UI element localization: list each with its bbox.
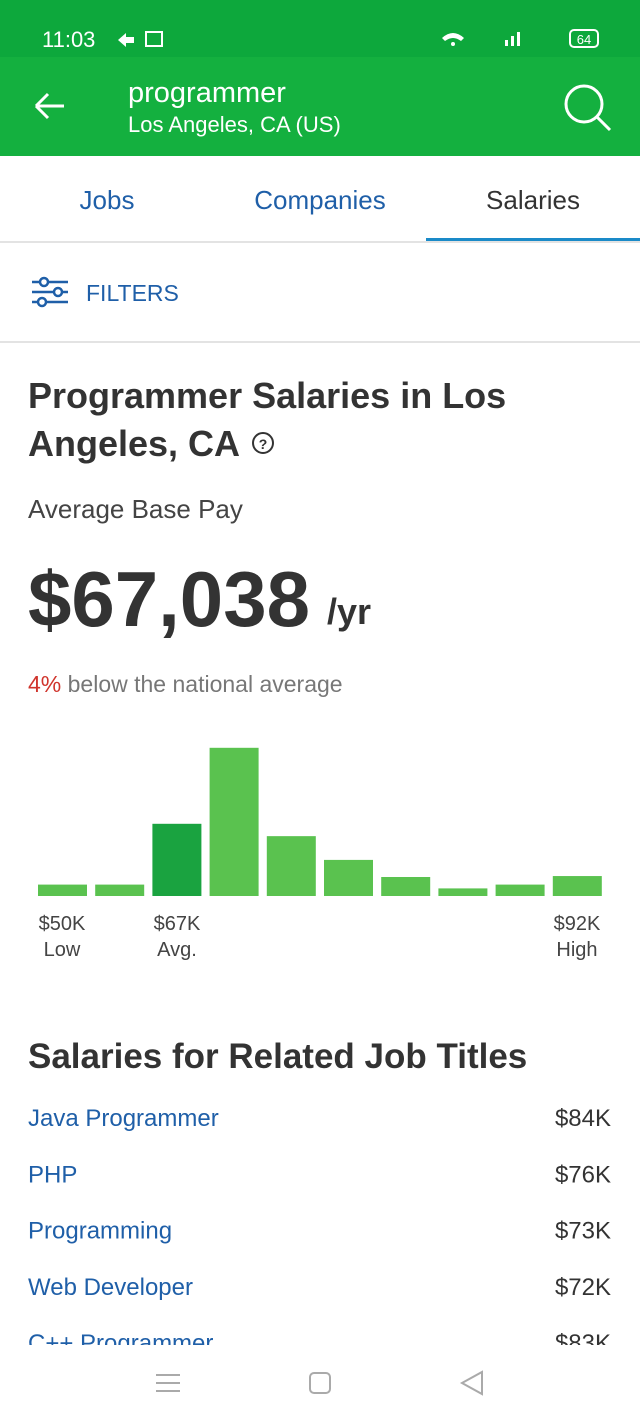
time: 11:03	[42, 27, 95, 52]
filters-icon[interactable]	[32, 276, 68, 308]
svg-text:?: ?	[259, 436, 268, 452]
status-icons	[442, 32, 520, 46]
nav-buttons[interactable]	[156, 1370, 483, 1396]
histogram-caption: Low	[44, 939, 81, 961]
battery	[569, 29, 599, 48]
histogram-caption: High	[556, 939, 597, 961]
comparison-pct: 4%	[28, 671, 61, 697]
job-title-link[interactable]: Web Developer	[28, 1274, 193, 1301]
search-button[interactable]	[564, 84, 612, 132]
page-title: Angeles, CA	[28, 423, 240, 464]
job-salary: $73K	[555, 1218, 611, 1245]
status-bar	[0, 0, 640, 57]
histogram-bar	[552, 876, 602, 896]
back-button[interactable]	[34, 92, 64, 120]
app-header	[0, 57, 640, 156]
tab-active[interactable]: Salaries	[486, 185, 580, 215]
tab-indicator	[426, 238, 640, 242]
job-salary: $72K	[555, 1274, 611, 1301]
reply-icon	[118, 33, 134, 47]
comparison-text: below the national average	[68, 671, 343, 697]
pay-amount: $67,038	[28, 555, 310, 643]
histogram-amount: $67K	[154, 913, 201, 935]
tab[interactable]: Companies	[254, 185, 386, 215]
comparison: 4% below the national average	[28, 671, 343, 697]
page-title: Programmer Salaries in Los	[28, 375, 506, 416]
job-salary: $76K	[555, 1161, 611, 1188]
pay-label: Average Base Pay	[28, 494, 243, 524]
filters-button[interactable]: FILTERS	[86, 280, 179, 306]
tab[interactable]: Jobs	[80, 185, 135, 215]
nav-bar	[0, 1345, 640, 1422]
histogram-bar	[381, 877, 431, 896]
battery-level: 64	[577, 32, 591, 47]
calendar-icon	[145, 31, 163, 47]
pay-unit: /yr	[327, 591, 371, 632]
job-title-link[interactable]: Java Programmer	[28, 1105, 219, 1132]
job-title-link[interactable]: Programming	[28, 1218, 172, 1245]
histogram-bar	[324, 859, 373, 896]
histogram-caption: Avg.	[157, 939, 197, 961]
histogram-bar	[495, 884, 545, 896]
search-query[interactable]: programmer	[128, 77, 286, 109]
histogram-bar	[209, 747, 259, 896]
histogram-bar	[95, 884, 145, 896]
job-salary: $84K	[555, 1105, 611, 1132]
related-list: Java Programmer $84K PHP $76K Programming $73…	[28, 1105, 611, 1357]
job-title-link[interactable]: PHP	[28, 1161, 77, 1188]
histogram-bar	[38, 884, 87, 896]
histogram-amount: $92K	[554, 913, 601, 935]
histogram-bar	[152, 823, 202, 896]
help-icon[interactable]: ?	[252, 432, 274, 454]
histogram-amount: $50K	[39, 913, 86, 935]
search-location[interactable]: Los Angeles, CA (US)	[128, 112, 341, 137]
histogram: $50K Low $67K Avg. $92K High	[38, 747, 602, 961]
section-title: Salaries for Related Job Titles	[28, 1037, 527, 1076]
histogram-bar	[266, 836, 316, 896]
histogram-bar	[438, 888, 488, 896]
